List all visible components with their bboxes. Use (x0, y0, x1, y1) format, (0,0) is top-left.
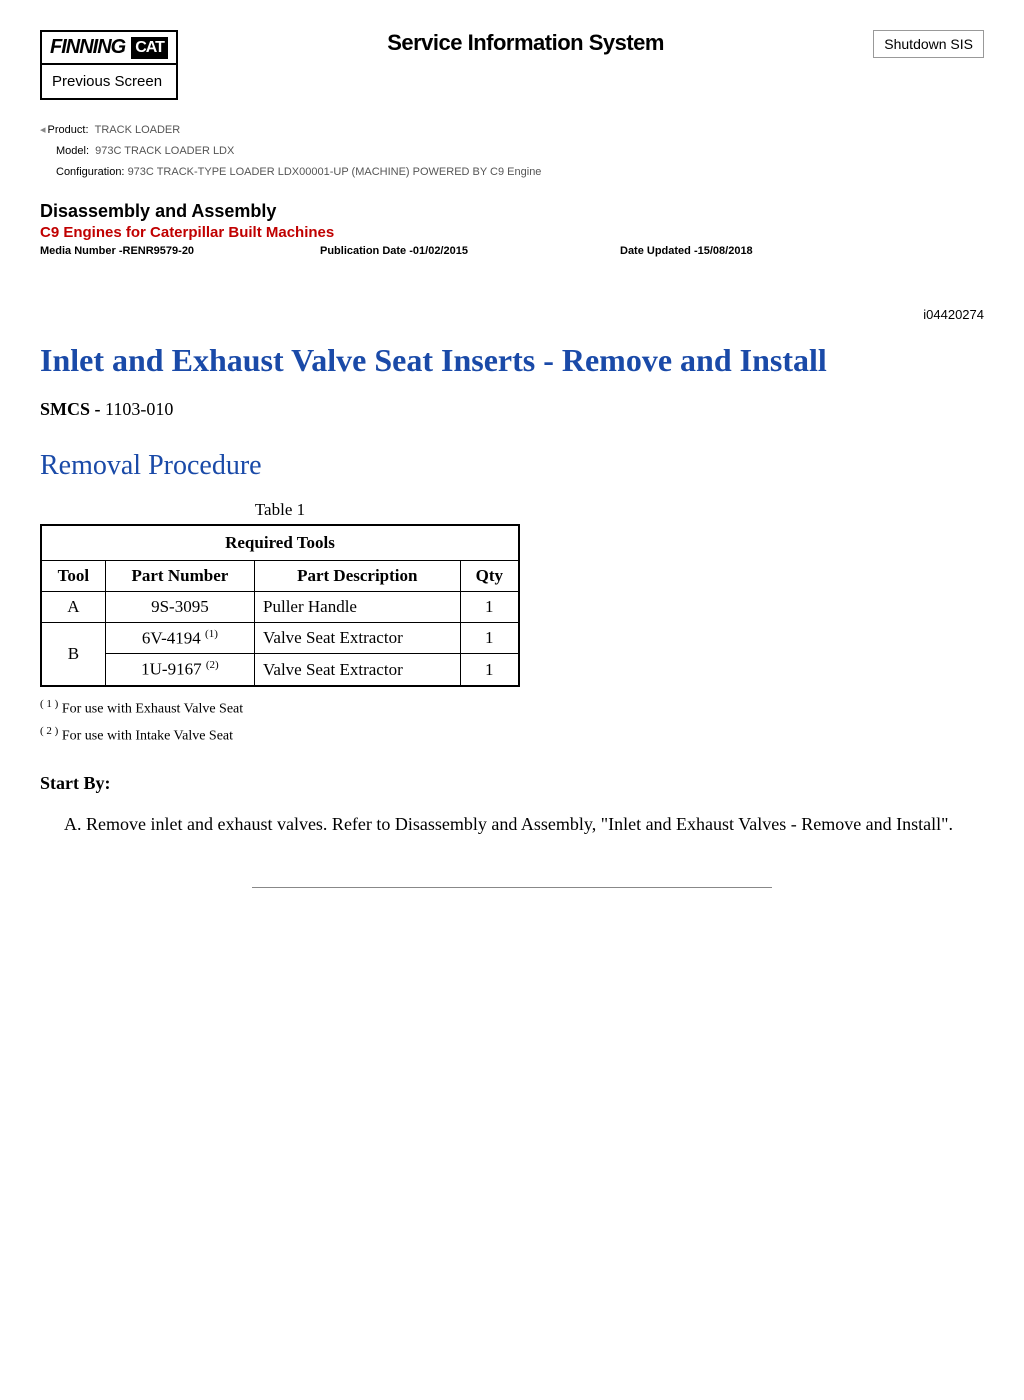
table-row: A 9S-3095 Puller Handle 1 (41, 591, 519, 622)
pn-sup: (1) (205, 628, 218, 640)
cell-desc: Valve Seat Extractor (255, 654, 461, 686)
cell-qty: 1 (460, 622, 519, 654)
col-qty: Qty (460, 560, 519, 591)
config-value: 973C TRACK-TYPE LOADER LDX00001-UP (MACH… (128, 166, 542, 178)
table-row: 1U-9167 (2) Valve Seat Extractor 1 (41, 654, 519, 686)
product-label: Product: (48, 124, 89, 136)
table-caption: Table 1 (40, 500, 520, 520)
table-header: Required Tools (41, 525, 519, 561)
media-label: Media Number - (40, 245, 123, 257)
cell-pn: 9S-3095 (105, 591, 254, 622)
pubdate-label: Publication Date - (320, 245, 413, 257)
col-partnumber: Part Number (105, 560, 254, 591)
cell-tool: A (41, 591, 105, 622)
footnote-2-text: For use with Intake Valve Seat (58, 728, 233, 743)
media-value: RENR9579-20 (123, 245, 195, 257)
footnote-1-sup: ( 1 ) (40, 698, 58, 710)
cell-desc: Puller Handle (255, 591, 461, 622)
internal-doc-id: i04420274 (40, 307, 984, 322)
table-row: B 6V-4194 (1) Valve Seat Extractor 1 (41, 622, 519, 654)
brand-logo: FINNING CAT (42, 32, 176, 65)
pn-text: 6V-4194 (142, 628, 205, 647)
model-label: Model: (56, 145, 89, 157)
cell-qty: 1 (460, 654, 519, 686)
col-tool: Tool (41, 560, 105, 591)
section-title: Inlet and Exhaust Valve Seat Inserts - R… (40, 342, 984, 379)
updated-value: 15/08/2018 (698, 245, 753, 257)
model-value: 973C TRACK LOADER LDX (95, 145, 234, 157)
start-by-label: Start By: (40, 773, 984, 794)
updated-label: Date Updated - (620, 245, 698, 257)
sis-title: Service Information System (387, 30, 664, 56)
smcs-label: SMCS - (40, 399, 101, 419)
pubdate-value: 01/02/2015 (413, 245, 468, 257)
header-row: FINNING CAT Previous Screen Service Info… (40, 30, 984, 100)
cell-pn: 1U-9167 (2) (105, 654, 254, 686)
logo-cat-box: CAT (131, 37, 168, 59)
table-footnotes: ( 1 ) For use with Exhaust Valve Seat ( … (40, 695, 520, 749)
doc-title: Disassembly and Assembly (40, 201, 984, 222)
start-by-list: Remove inlet and exhaust valves. Refer t… (40, 812, 984, 837)
cell-desc: Valve Seat Extractor (255, 622, 461, 654)
logo-brand-text: FINNING (50, 36, 125, 59)
product-meta: ◂Product: TRACK LOADER Model: 973C TRACK… (40, 120, 984, 183)
logo-block: FINNING CAT Previous Screen (40, 30, 178, 100)
back-arrow-icon[interactable]: ◂ (40, 124, 46, 136)
smcs-line: SMCS - 1103-010 (40, 399, 984, 420)
section-divider (252, 887, 772, 888)
shutdown-sis-button[interactable]: Shutdown SIS (873, 30, 984, 58)
cell-pn: 6V-4194 (1) (105, 622, 254, 654)
list-item: Remove inlet and exhaust valves. Refer t… (86, 812, 984, 837)
cell-qty: 1 (460, 591, 519, 622)
footnote-1-text: For use with Exhaust Valve Seat (58, 702, 243, 717)
col-desc: Part Description (255, 560, 461, 591)
publication-row: Media Number -RENR9579-20 Publication Da… (40, 245, 984, 257)
footnote-2-sup: ( 2 ) (40, 725, 58, 737)
smcs-value: 1103-010 (101, 399, 174, 419)
subsection-title: Removal Procedure (40, 450, 984, 482)
required-tools-table: Table 1 Required Tools Tool Part Number … (40, 500, 520, 749)
cell-tool: B (41, 622, 105, 686)
doc-subtitle: C9 Engines for Caterpillar Built Machine… (40, 224, 984, 241)
pn-sup: (2) (206, 659, 219, 671)
previous-screen-button[interactable]: Previous Screen (42, 65, 176, 98)
pn-text: 1U-9167 (141, 660, 206, 679)
config-label: Configuration: (56, 166, 125, 178)
product-value: TRACK LOADER (95, 124, 181, 136)
